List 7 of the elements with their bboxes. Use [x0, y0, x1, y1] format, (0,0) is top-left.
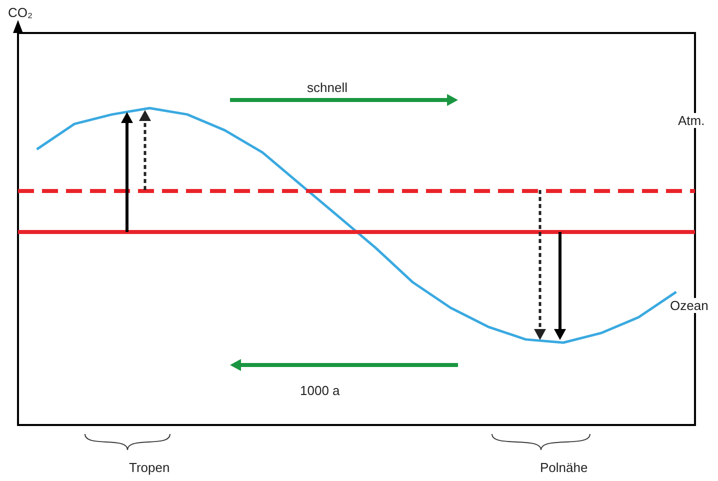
text: CO₂ — [8, 5, 33, 20]
text: schnell — [307, 80, 348, 95]
annotation: Atm. — [678, 113, 705, 128]
annotation: Ozean — [670, 298, 708, 313]
text: Polnähe — [540, 460, 588, 475]
text: Tropen — [129, 460, 170, 475]
annotation: 1000 a — [300, 383, 341, 398]
